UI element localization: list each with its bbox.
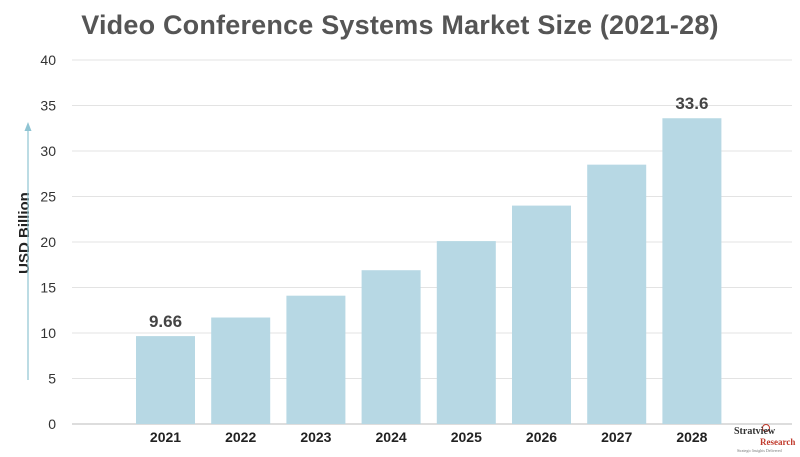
bars <box>136 118 722 425</box>
chart-title: Video Conference Systems Market Size (20… <box>81 10 719 40</box>
y-tick-label: 20 <box>40 234 56 250</box>
y-tick-labels: 0 5 10 15 20 25 30 35 40 <box>40 52 56 432</box>
logo-tagline: Strategic Insights Delivered <box>737 448 782 453</box>
data-labels: 9.66 33.6 <box>149 94 708 331</box>
bar-2022 <box>211 317 271 424</box>
bar-2027 <box>587 164 647 424</box>
x-tick-label: 2027 <box>601 429 632 445</box>
x-tick-label: 2025 <box>451 429 482 445</box>
stratview-logo: Stratview Research Strategic Insights De… <box>734 424 796 454</box>
logo-line-1: Stratview <box>734 426 776 437</box>
x-tick-label: 2023 <box>300 429 331 445</box>
y-tick-label: 5 <box>48 371 56 387</box>
x-tick-label: 2021 <box>150 429 181 445</box>
data-label-2021: 9.66 <box>149 312 182 331</box>
x-tick-label: 2026 <box>526 429 557 445</box>
y-tick-label: 35 <box>40 98 56 114</box>
data-label-2028: 33.6 <box>675 94 708 113</box>
x-tick-label: 2022 <box>225 429 256 445</box>
y-tick-label: 25 <box>40 189 56 205</box>
logo-mark-icon <box>762 424 770 432</box>
x-tick-labels: 2021 2022 2023 2024 2025 2026 2027 2028 <box>150 429 708 445</box>
y-tick-label: 30 <box>40 143 56 159</box>
bar-2021 <box>136 336 195 424</box>
y-tick-label: 0 <box>48 416 56 432</box>
x-tick-label: 2024 <box>376 429 407 445</box>
bar-2024 <box>361 270 421 424</box>
bar-2026 <box>512 205 571 424</box>
y-tick-label: 10 <box>40 325 56 341</box>
y-tick-label: 40 <box>40 52 56 68</box>
y-axis-arrow-head <box>24 122 32 131</box>
bar-2023 <box>286 295 346 424</box>
x-tick-label: 2028 <box>676 429 707 445</box>
logo-line-2: Research <box>760 437 796 447</box>
bar-2028 <box>662 118 722 425</box>
bar-2025 <box>436 241 496 424</box>
y-tick-label: 15 <box>40 280 56 296</box>
